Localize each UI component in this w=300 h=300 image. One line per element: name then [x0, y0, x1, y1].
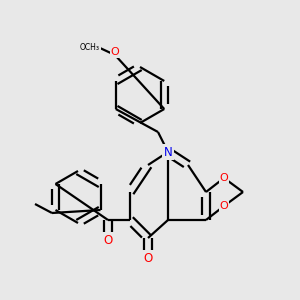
Text: O: O	[143, 251, 153, 265]
Text: O: O	[111, 47, 119, 57]
Text: O: O	[220, 173, 228, 183]
Text: O: O	[103, 233, 112, 247]
Text: OCH₃: OCH₃	[80, 44, 100, 52]
Text: N: N	[164, 146, 172, 158]
Text: O: O	[220, 201, 228, 211]
